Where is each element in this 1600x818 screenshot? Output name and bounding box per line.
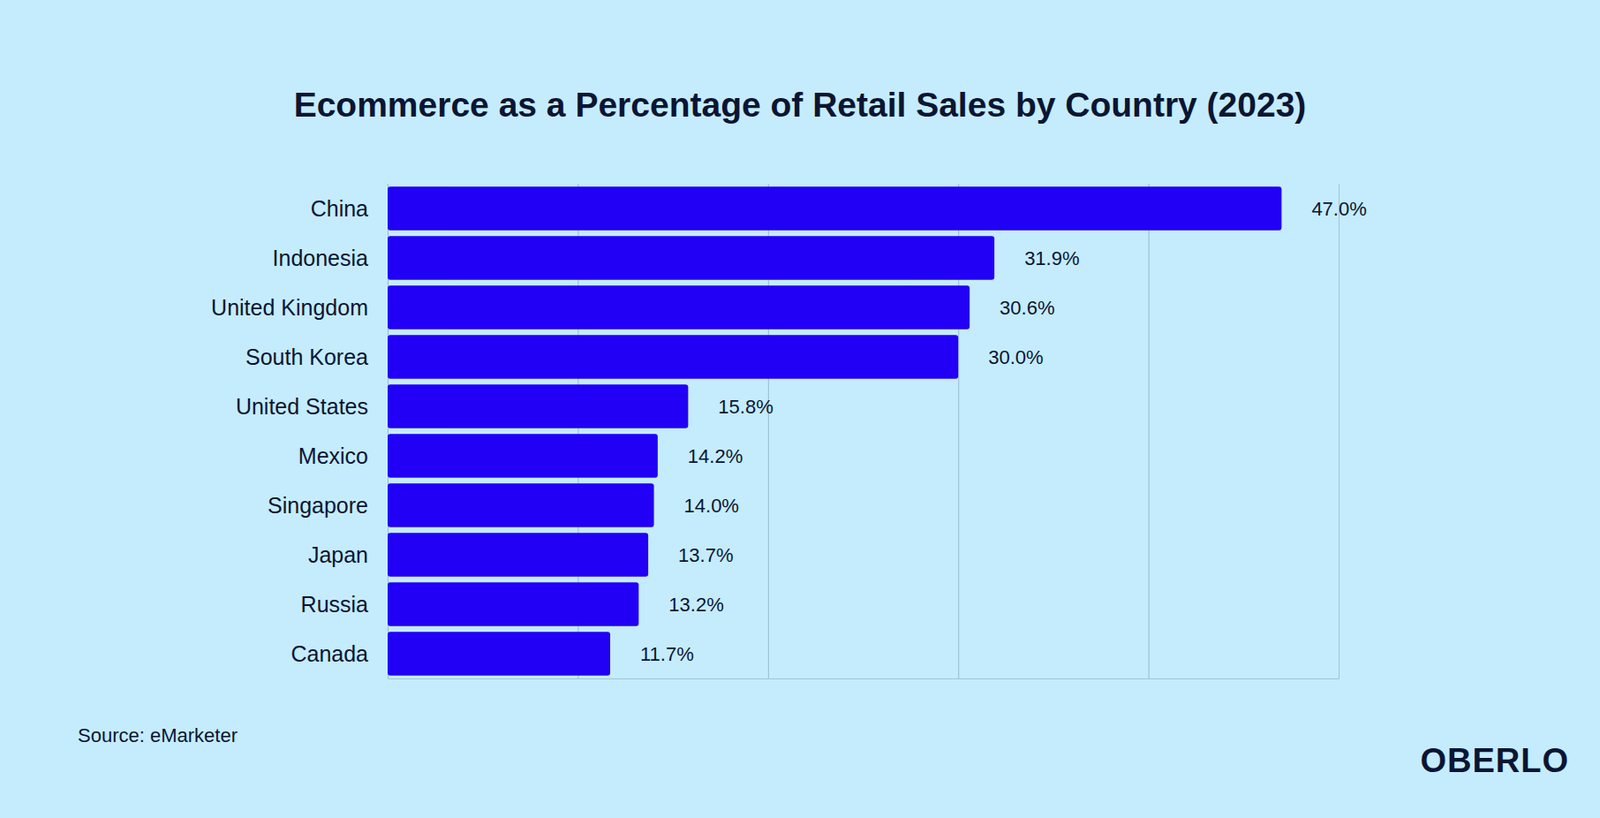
data-label: 14.2% — [687, 445, 743, 468]
category-label: Mexico — [298, 443, 369, 468]
data-label: 30.0% — [988, 346, 1043, 369]
data-label: 13.7% — [678, 543, 733, 567]
chart: Ecommerce as a Percentage of Retail Sale… — [0, 0, 1600, 818]
category-label: Russia — [301, 591, 370, 617]
axis-line — [388, 183, 1340, 680]
bars — [387, 186, 1282, 675]
data-label: 11.7% — [640, 642, 695, 665]
tick — [1148, 183, 1150, 679]
data-label: 30.6% — [999, 296, 1055, 319]
bar — [387, 235, 995, 280]
bar — [387, 483, 655, 527]
bar — [387, 186, 1282, 230]
data-label: 13.2% — [668, 593, 724, 616]
category-label: Canada — [290, 641, 369, 666]
category-label: Singapore — [267, 492, 369, 518]
bar — [387, 384, 688, 428]
category-label: Japan — [308, 542, 369, 567]
category-label: United States — [235, 393, 369, 419]
category-labels: China Indonesia United Kingdom South Korea U… — [211, 196, 369, 666]
bar — [387, 532, 649, 576]
data-label: 15.8% — [717, 395, 773, 418]
source: Source: eMarketer — [77, 724, 238, 747]
data-label: 14.0% — [684, 494, 740, 517]
data-label: 47.0% — [1311, 197, 1367, 220]
category-label: Indonesia — [272, 245, 370, 271]
bar — [387, 334, 959, 378]
bar — [387, 433, 658, 477]
x-axis — [388, 183, 1340, 680]
logo: OBERLO — [1419, 741, 1570, 779]
category-label: United Kingdom — [211, 294, 369, 320]
grid-line — [1148, 183, 1150, 679]
background — [0, 0, 1600, 818]
bar — [387, 631, 611, 675]
bar — [387, 581, 639, 626]
data-labels: 47.0% 31.9% 30.6% 30.0% 15.8% 14.2% 14.0% 13.7%… — [640, 197, 1367, 665]
title: Ecommerce as a Percentage of Retail Sale… — [294, 85, 1307, 124]
bar — [387, 285, 970, 329]
category-label: China — [310, 196, 369, 221]
data-label: 31.9% — [1024, 247, 1080, 270]
category-label: South Korea — [245, 344, 369, 370]
